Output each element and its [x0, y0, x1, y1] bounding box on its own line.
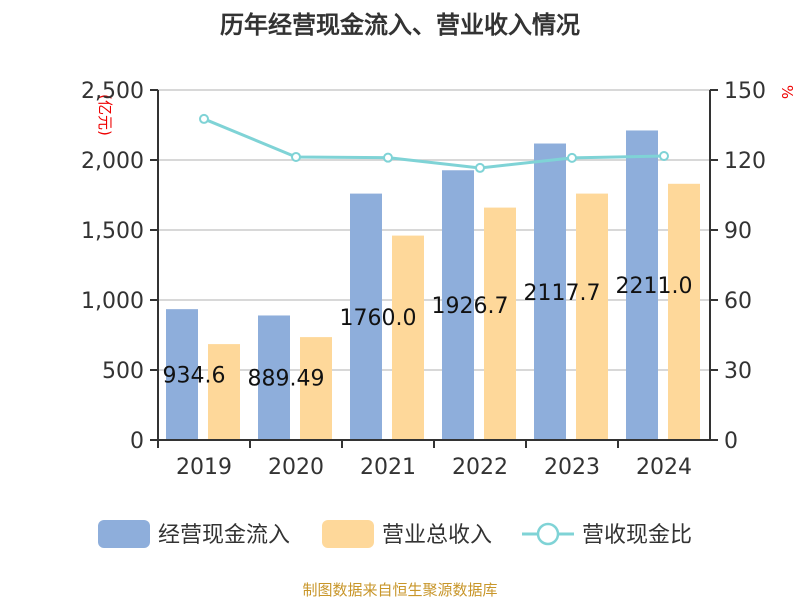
bar-revenue — [668, 183, 700, 441]
bar-revenue — [300, 337, 332, 440]
y-tick-label: 1,500 — [81, 219, 144, 244]
y-axis-label: (亿元) — [96, 94, 114, 136]
data-label-cashflow: 2211.0 — [616, 274, 693, 299]
bar-cashflow — [258, 315, 290, 440]
ratio-line — [203, 117, 665, 170]
legend-label-ratio: 营收现金比 — [582, 523, 692, 548]
y2-tick-label: 30 — [724, 359, 752, 384]
x-tick-label: 2021 — [360, 455, 416, 480]
legend-label-revenue: 营业总收入 — [382, 523, 492, 548]
legend-label-cashflow: 经营现金流入 — [158, 523, 290, 548]
y2-tick-label: 90 — [724, 219, 752, 244]
y-tick-label: 500 — [102, 359, 144, 384]
ratio-point — [659, 151, 669, 162]
bar-revenue — [484, 207, 516, 440]
data-label-cashflow: 1760.0 — [340, 306, 417, 331]
ratio-point — [199, 113, 209, 124]
bar-cashflow — [626, 130, 658, 440]
data-label-cashflow: 889.49 — [248, 367, 325, 392]
source-note: 制图数据来自恒生聚源数据库 — [302, 581, 497, 599]
x-tick-label: 2023 — [544, 455, 600, 480]
y2-tick-label: 120 — [724, 149, 766, 174]
y-tick-label: 0 — [130, 429, 144, 454]
x-tick-label: 2024 — [636, 455, 692, 480]
bar-cashflow — [166, 309, 198, 440]
bar-cashflow — [534, 143, 566, 440]
y-tick-label: 2,500 — [81, 79, 144, 104]
bar-cashflow — [442, 170, 474, 440]
ratio-point — [567, 152, 577, 163]
legend-swatch-revenue — [322, 520, 374, 548]
ratio-point — [475, 162, 485, 173]
ratio-point — [291, 151, 301, 162]
legend-marker-ratio — [536, 522, 560, 546]
x-tick-label: 2019 — [176, 455, 232, 480]
ratio-point — [383, 152, 393, 163]
chart-title: 历年经营现金流入、营业收入情况 — [220, 11, 580, 39]
x-tick-label: 2020 — [268, 455, 324, 480]
y2-tick-label: 60 — [724, 289, 752, 314]
legend-swatch-cashflow — [98, 520, 150, 548]
y-tick-label: 2,000 — [81, 149, 144, 174]
data-label-cashflow: 1926.7 — [432, 294, 509, 319]
bar-revenue — [392, 235, 424, 440]
bar-revenue — [208, 344, 240, 440]
y-tick-label: 1,000 — [81, 289, 144, 314]
x-tick-label: 2022 — [452, 455, 508, 480]
legend: 经营现金流入 营业总收入 营收现金比 — [98, 520, 692, 548]
y2-axis-label: % — [778, 85, 796, 99]
y2-tick-label: 150 — [724, 79, 766, 104]
data-label-cashflow: 2117.7 — [524, 281, 601, 306]
y2-tick-label: 0 — [724, 429, 738, 454]
bar-cashflow — [350, 193, 382, 440]
bar-revenue — [576, 193, 608, 440]
data-label-cashflow: 934.6 — [163, 364, 226, 389]
